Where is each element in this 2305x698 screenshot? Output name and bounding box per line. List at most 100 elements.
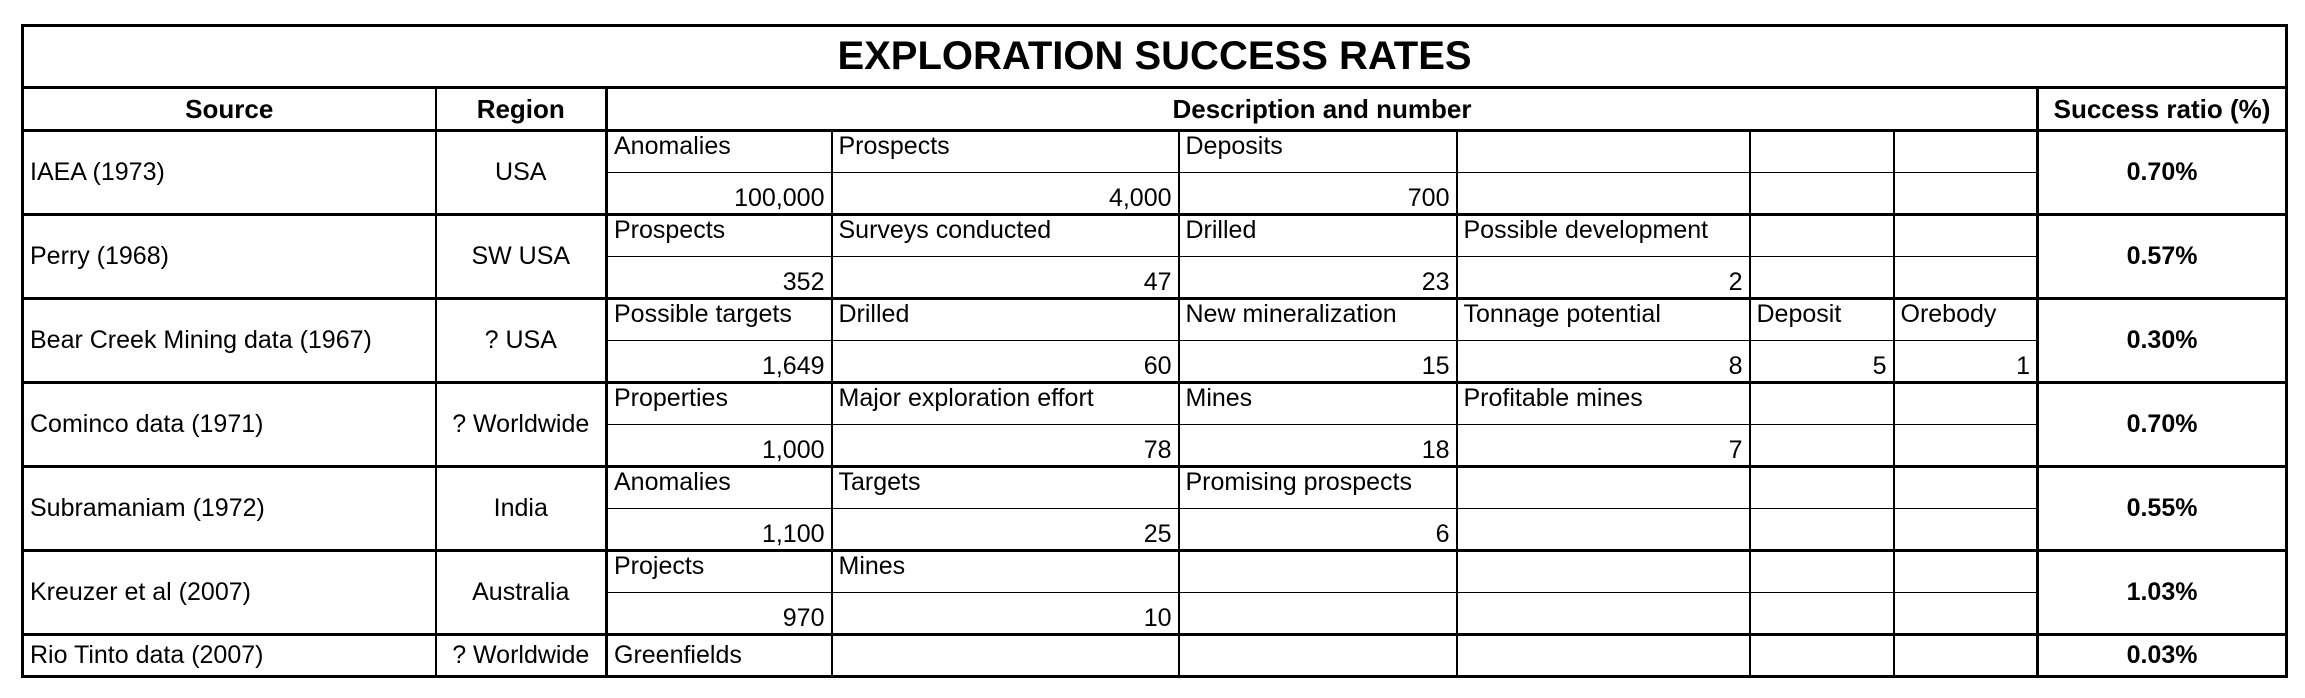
success-ratio-cell: 0.57% [2036, 213, 2289, 300]
stage-number: 5 [1748, 340, 1895, 384]
stage-number: 25 [830, 508, 1180, 552]
stage-number: 7 [1455, 424, 1751, 468]
stage-number: 78 [830, 424, 1180, 468]
stage-number [1892, 508, 2039, 552]
stage-label: Targets [830, 465, 1180, 509]
stage-number: 1,649 [605, 340, 833, 384]
table-row-numbers: 1,649 60 15 8 5 1 [23, 340, 2287, 384]
stage-label [1892, 213, 2039, 257]
stage-label [1455, 129, 1751, 173]
stage-number [1892, 172, 2039, 216]
stage-label: Profitable mines [1455, 381, 1751, 425]
header-source: Source [21, 86, 437, 132]
stage-label [1892, 549, 2039, 593]
stage-number: 4,000 [830, 172, 1180, 216]
table-row-numbers: 1,000 78 18 7 [23, 424, 2287, 468]
table-row-numbers: 1,100 25 6 [23, 508, 2287, 552]
stage-label [1455, 549, 1751, 593]
stage-label: Major exploration effort [830, 381, 1180, 425]
region-cell: ? Worldwide [434, 633, 608, 678]
stage-label: Orebody [1892, 297, 2039, 341]
stage-number: 100,000 [605, 172, 833, 216]
stage-number: 6 [1177, 508, 1458, 552]
source-cell: Subramaniam (1972) [21, 465, 437, 552]
success-ratio-cell: 0.55% [2036, 465, 2289, 552]
stage-label [1748, 381, 1895, 425]
success-ratio-cell: 1.03% [2036, 549, 2289, 636]
stage-label [1892, 633, 2039, 678]
stage-label: Surveys conducted [830, 213, 1180, 257]
stage-label: Deposit [1748, 297, 1895, 341]
stage-number: 15 [1177, 340, 1458, 384]
table-row: Cominco data (1971)? Worldwide Properties… [21, 381, 2289, 468]
success-ratio-cell: 0.70% [2036, 381, 2289, 468]
stage-number [1748, 592, 1895, 636]
stage-label: Drilled [1177, 213, 1458, 257]
stage-label [1892, 465, 2039, 509]
stage-number: 10 [830, 592, 1180, 636]
stage-label: Promising prospects [1177, 465, 1458, 509]
table-row: Rio Tinto data (2007)? Worldwide Greenfie… [21, 633, 2289, 678]
header-region: Region [434, 86, 608, 132]
success-ratio-cell: 0.70% [2036, 129, 2289, 216]
stage-number [1455, 508, 1751, 552]
region-cell: USA [434, 129, 608, 216]
stage-label [1177, 549, 1458, 593]
source-cell: Bear Creek Mining data (1967) [21, 297, 437, 384]
stage-label: Mines [830, 549, 1180, 593]
exploration-success-table: EXPLORATION SUCCESS RATES Source Region … [20, 24, 2289, 678]
stage-label: Projects [605, 549, 833, 593]
stage-number: 60 [830, 340, 1180, 384]
stage-label [1748, 633, 1895, 678]
table-row: Bear Creek Mining data (1967)? USA Possib… [21, 297, 2289, 384]
region-cell: Australia [434, 549, 608, 636]
stage-label: Drilled [830, 297, 1180, 341]
table-row: Kreuzer et al (2007) Australia Projects Min… [21, 549, 2289, 636]
stage-number [1748, 256, 1895, 300]
table-title: EXPLORATION SUCCESS RATES [20, 24, 2289, 89]
stage-label [1455, 465, 1751, 509]
stage-number: 8 [1455, 340, 1751, 384]
stage-label: Anomalies [605, 465, 833, 509]
success-ratio-cell: 0.03% [2036, 633, 2289, 678]
stage-label [830, 633, 1180, 678]
stage-number: 1,100 [605, 508, 833, 552]
stage-number [1177, 592, 1458, 636]
stage-number: 47 [830, 256, 1180, 300]
stage-label: Prospects [605, 213, 833, 257]
stage-number: 18 [1177, 424, 1458, 468]
stage-number: 23 [1177, 256, 1458, 300]
stage-label [1748, 129, 1895, 173]
stage-label [1177, 633, 1458, 678]
stage-number: 1,000 [605, 424, 833, 468]
stage-number [1748, 424, 1895, 468]
stage-label: Greenfields [605, 633, 833, 678]
region-cell: India [434, 465, 608, 552]
stage-label: Possible development [1455, 213, 1751, 257]
header-description: Description and number [605, 86, 2039, 132]
stage-number [1455, 172, 1751, 216]
table-row: Subramaniam (1972) India Anomalies Targets P… [21, 465, 2289, 552]
stage-label [1892, 381, 2039, 425]
stage-label: Mines [1177, 381, 1458, 425]
region-cell: ? Worldwide [434, 381, 608, 468]
table-row-numbers: 970 10 [23, 592, 2287, 636]
stage-number: 1 [1892, 340, 2039, 384]
stage-number: 970 [605, 592, 833, 636]
stage-label [1748, 549, 1895, 593]
stage-label: New mineralization [1177, 297, 1458, 341]
stage-number [1892, 256, 2039, 300]
stage-label [1748, 465, 1895, 509]
region-cell: ? USA [434, 297, 608, 384]
source-cell: Perry (1968) [21, 213, 437, 300]
stage-label [1455, 633, 1751, 678]
source-cell: Cominco data (1971) [21, 381, 437, 468]
region-cell: SW USA [434, 213, 608, 300]
table-row-numbers: 100,000 4,000 700 [23, 172, 2287, 216]
source-cell: Rio Tinto data (2007) [21, 633, 437, 678]
stage-number: 700 [1177, 172, 1458, 216]
table-row: IAEA (1973) USA Anomalies Prospects Deposits… [21, 129, 2289, 216]
header-success-ratio: Success ratio (%) [2036, 86, 2289, 132]
source-cell: IAEA (1973) [21, 129, 437, 216]
success-ratio-cell: 0.30% [2036, 297, 2289, 384]
